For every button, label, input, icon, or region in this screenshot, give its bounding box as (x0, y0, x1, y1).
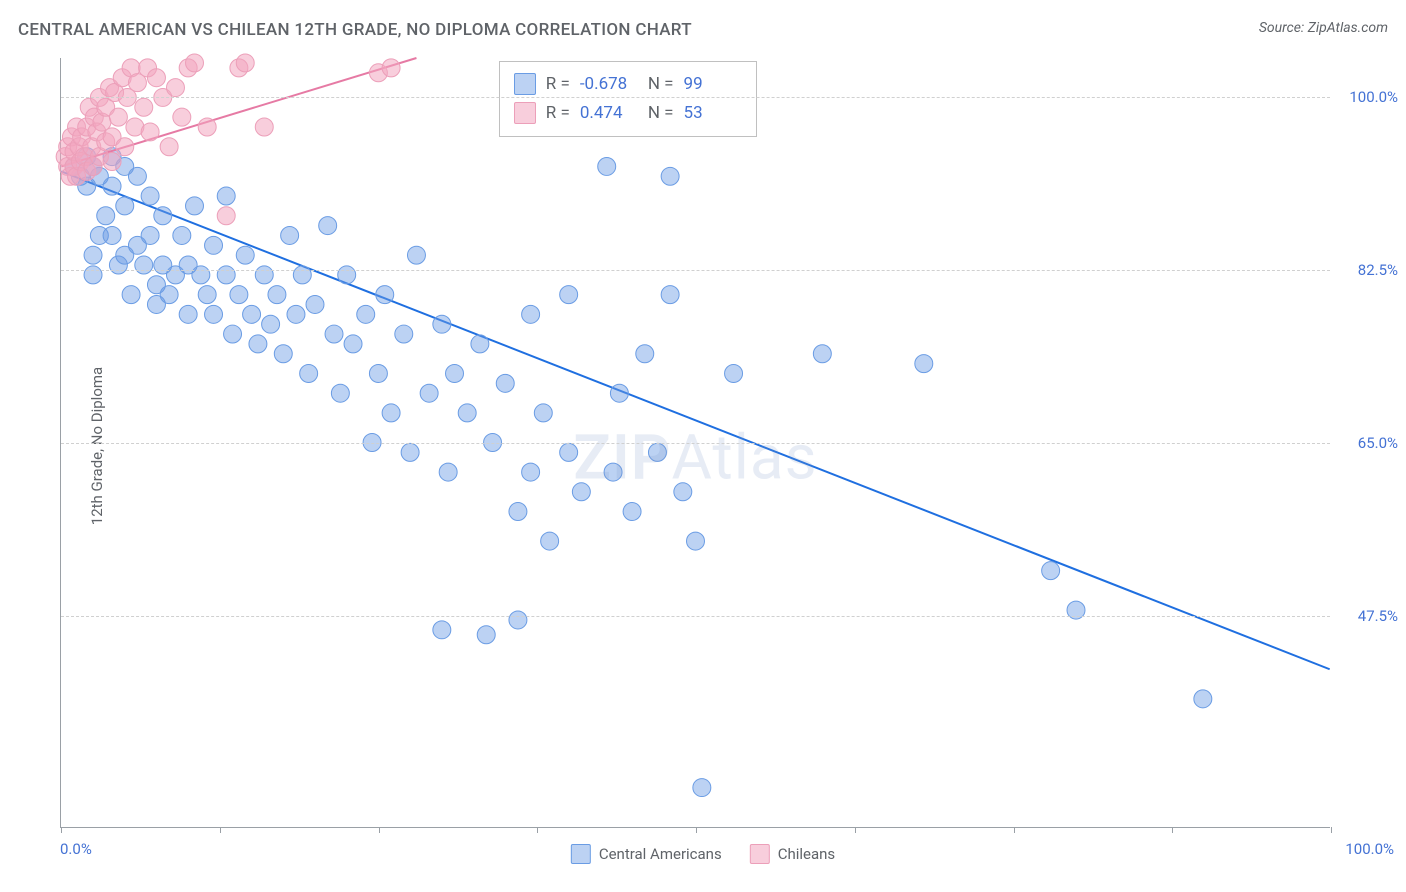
legend-item-series2: Chileans (750, 844, 835, 864)
bottom-legend: Central Americans Chileans (571, 844, 835, 864)
x-tick (379, 827, 380, 833)
x-tick (537, 827, 538, 833)
chart-title: CENTRAL AMERICAN VS CHILEAN 12TH GRADE, … (18, 20, 692, 40)
legend-item-series1: Central Americans (571, 844, 722, 864)
gridline (61, 443, 1330, 444)
swatch-icon (514, 73, 536, 95)
swatch-icon (571, 844, 591, 864)
stats-row-series1: R = -0.678 N = 99 (514, 70, 742, 99)
y-tick-label: 100.0% (1349, 88, 1398, 106)
gridline (61, 616, 1330, 617)
x-tick (1331, 827, 1332, 833)
y-tick-label: 47.5% (1358, 607, 1398, 625)
source-label: Source: ZipAtlas.com (1259, 20, 1388, 36)
legend-label: Central Americans (599, 845, 722, 863)
x-tick (61, 827, 62, 833)
legend-label: Chileans (778, 845, 835, 863)
gridline (61, 97, 1330, 98)
x-tick (220, 827, 221, 833)
x-tick (1172, 827, 1173, 833)
y-tick-label: 82.5% (1358, 261, 1398, 279)
x-tick (855, 827, 856, 833)
y-tick-label: 65.0% (1358, 434, 1398, 452)
x-axis-max-label: 100.0% (1345, 840, 1394, 858)
stats-legend-box: R = -0.678 N = 99 R = 0.474 N = 53 (499, 61, 757, 137)
x-axis-origin-label: 0.0% (60, 840, 92, 858)
gridline (61, 270, 1330, 271)
stats-row-series2: R = 0.474 N = 53 (514, 99, 742, 128)
chart-container: CENTRAL AMERICAN VS CHILEAN 12TH GRADE, … (0, 0, 1406, 892)
x-tick (1014, 827, 1015, 833)
plot-area: ZIPAtlas R = -0.678 N = 99 R = 0.474 N =… (60, 58, 1330, 828)
swatch-icon (750, 844, 770, 864)
swatch-icon (514, 102, 536, 124)
x-tick (696, 827, 697, 833)
